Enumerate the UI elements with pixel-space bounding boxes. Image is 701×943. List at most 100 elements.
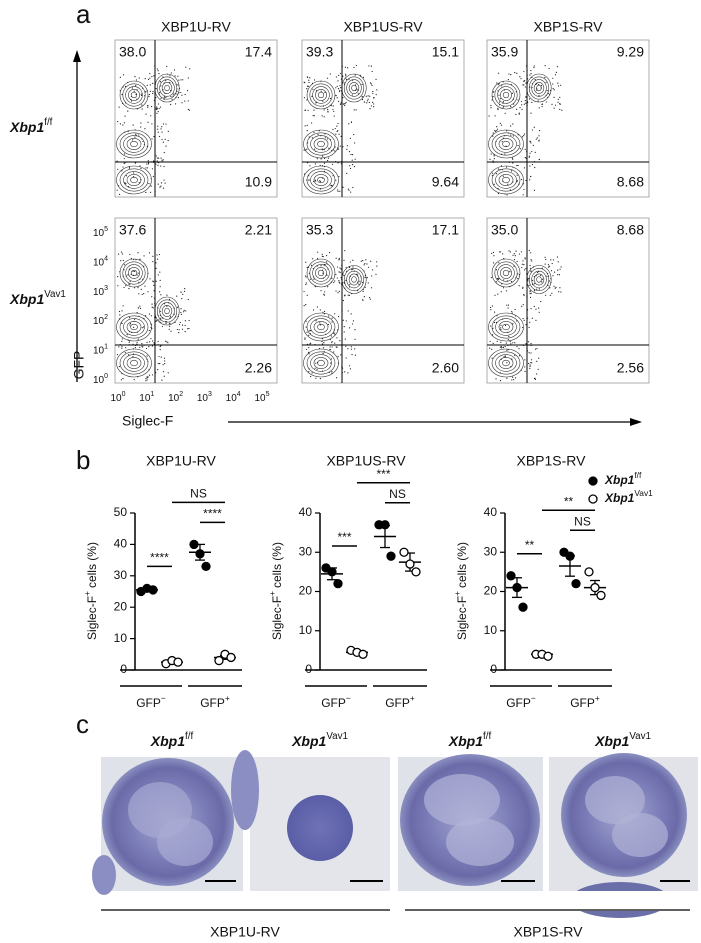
event-dot	[163, 179, 165, 181]
event-dot	[514, 71, 516, 74]
quadrant-value: 9.64	[432, 174, 459, 190]
event-dot	[338, 100, 340, 103]
event-dot	[324, 137, 326, 139]
event-dot	[152, 91, 154, 93]
event-dot	[533, 305, 535, 308]
event-dot	[337, 162, 339, 164]
event-dot	[350, 121, 353, 124]
event-dot	[160, 294, 162, 296]
event-dot	[351, 164, 354, 166]
event-dot	[548, 67, 550, 70]
event-dot	[144, 128, 146, 130]
event-dot	[558, 291, 560, 293]
contour	[125, 86, 143, 104]
event-dot	[502, 101, 504, 103]
quadrant-value: 9.29	[617, 44, 644, 60]
event-dot	[308, 371, 310, 373]
contour	[119, 80, 149, 110]
event-dot	[498, 262, 500, 264]
event-dot	[506, 304, 508, 306]
event-dot	[133, 379, 135, 381]
event-dot	[348, 294, 351, 296]
contour	[159, 79, 175, 97]
event-dot	[500, 347, 503, 349]
event-dot	[492, 334, 494, 336]
event-dot	[533, 290, 536, 292]
event-dot	[535, 319, 537, 322]
event-dot	[337, 129, 339, 132]
event-dot	[122, 166, 124, 168]
event-dot	[489, 340, 491, 343]
event-dot	[316, 257, 319, 260]
event-dot	[183, 311, 185, 313]
event-dot	[335, 257, 337, 259]
event-dot	[180, 308, 182, 310]
event-dot	[329, 97, 332, 100]
data-point	[596, 590, 606, 601]
event-dot	[178, 323, 181, 326]
event-dot	[335, 87, 337, 89]
event-dot	[349, 261, 351, 263]
event-dot	[505, 166, 508, 168]
event-dot	[343, 326, 345, 328]
event-dot	[312, 88, 314, 90]
event-dot	[523, 319, 525, 321]
event-dot	[326, 77, 329, 79]
event-dot	[177, 84, 179, 86]
event-dot	[334, 127, 336, 130]
event-dot	[119, 123, 121, 125]
event-dot	[541, 281, 543, 283]
text-part: f/f	[44, 117, 52, 128]
text-part: GFP	[385, 696, 410, 710]
contour	[491, 132, 521, 156]
event-dot	[495, 269, 498, 271]
quadrant-value: 2.60	[432, 360, 459, 376]
event-dot	[141, 327, 143, 329]
contour	[348, 273, 360, 286]
contour	[126, 138, 142, 150]
event-dot	[539, 275, 542, 277]
event-dot	[523, 80, 526, 82]
event-dot	[157, 157, 160, 159]
event-dot	[348, 189, 350, 191]
event-dot	[339, 145, 341, 147]
event-dot	[155, 163, 157, 165]
event-dot	[305, 283, 307, 286]
event-dot	[316, 368, 318, 370]
event-dot	[156, 258, 159, 260]
event-dot	[180, 311, 182, 314]
event-dot	[303, 149, 305, 151]
event-dot	[518, 113, 520, 115]
text-part: 3	[104, 285, 108, 292]
event-dot	[155, 320, 157, 322]
event-dot	[349, 368, 352, 370]
event-dot	[529, 365, 531, 367]
event-dot	[495, 378, 497, 380]
text-part: 2	[104, 315, 108, 322]
event-dot	[157, 128, 159, 130]
event-dot	[152, 261, 154, 263]
event-dot	[338, 175, 340, 178]
text-part: +	[267, 591, 277, 596]
event-dot	[519, 107, 521, 109]
flow-plot	[301, 39, 465, 198]
event-dot	[345, 78, 348, 81]
contour	[491, 315, 521, 339]
event-dot	[361, 96, 363, 98]
event-dot	[123, 122, 126, 124]
event-dot	[347, 348, 349, 350]
event-dot	[529, 264, 531, 267]
event-dot	[363, 101, 365, 103]
event-dot	[514, 255, 516, 257]
event-dot	[181, 102, 183, 104]
event-dot	[162, 141, 164, 143]
event-dot	[163, 165, 165, 168]
event-dot	[159, 286, 161, 288]
event-dot	[151, 123, 153, 125]
event-dot	[144, 77, 146, 80]
event-dot	[307, 109, 309, 111]
event-dot	[357, 89, 359, 91]
event-dot	[552, 77, 554, 79]
event-dot	[164, 360, 166, 362]
event-dot	[375, 273, 377, 275]
